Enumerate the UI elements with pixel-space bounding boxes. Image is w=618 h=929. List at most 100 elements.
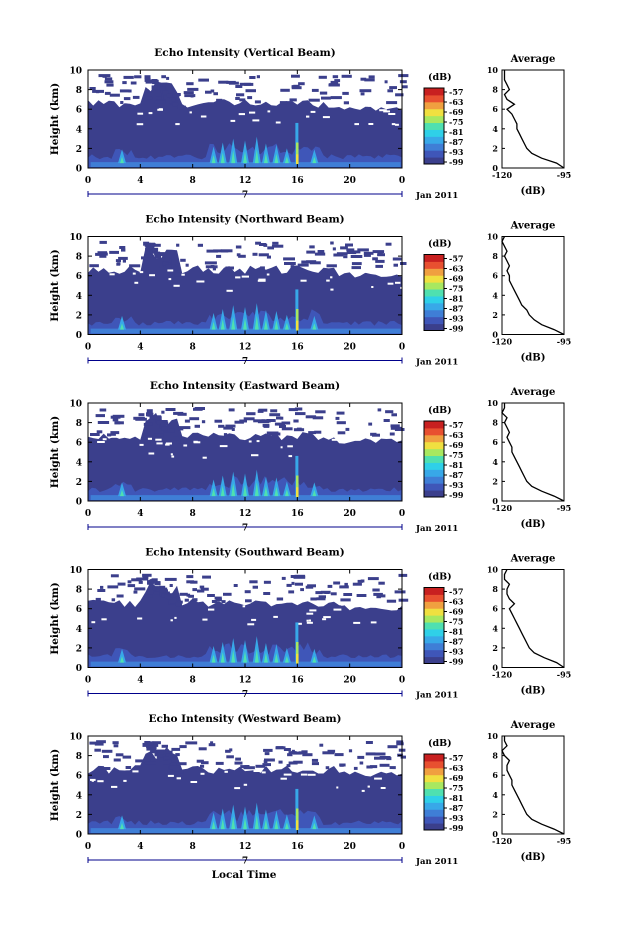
date-marker: 7 bbox=[242, 357, 248, 367]
y-tick-label: 0 bbox=[76, 831, 82, 841]
colorbar-tick-label: -87 bbox=[449, 637, 463, 647]
average-x-tick-label: -95 bbox=[557, 337, 571, 347]
colorbar-unit: (dB) bbox=[428, 572, 452, 583]
colorbar-tick-label: -87 bbox=[449, 803, 463, 813]
average-y-tick-label: 0 bbox=[492, 330, 498, 340]
x-tick-label: 4 bbox=[137, 343, 143, 353]
x-tick-label: 4 bbox=[137, 509, 143, 519]
average-y-tick-label: 0 bbox=[492, 829, 498, 839]
y-axis-label: Height (km) bbox=[49, 582, 61, 654]
average-title: Average bbox=[510, 54, 556, 65]
average-y-tick-label: 4 bbox=[492, 790, 498, 800]
y-tick-label: 4 bbox=[76, 625, 82, 635]
colorbar-tick-label: -69 bbox=[449, 440, 464, 450]
beam-panel-1: Echo Intensity (Northward Beam) Height (k… bbox=[49, 214, 571, 368]
average-y-tick-label: 10 bbox=[487, 65, 499, 75]
x-tick-label: 0 bbox=[399, 842, 405, 852]
average-y-tick-label: 0 bbox=[492, 163, 498, 173]
average-x-tick-label: -120 bbox=[492, 337, 512, 347]
y-tick-label: 4 bbox=[76, 458, 82, 468]
average-y-tick-label: 6 bbox=[492, 770, 498, 780]
average-x-tick-label: -120 bbox=[492, 670, 512, 680]
colorbar-tick-label: -81 bbox=[449, 627, 463, 637]
colorbar-tick-label: -99 bbox=[449, 157, 464, 167]
date-marker: 7 bbox=[242, 690, 248, 700]
x-tick-label: 16 bbox=[291, 509, 304, 519]
x-tick-label: 0 bbox=[85, 176, 91, 186]
beam-panel-3: Echo Intensity (Southward Beam) Height (k… bbox=[49, 547, 571, 701]
average-title: Average bbox=[510, 720, 556, 731]
y-tick-label: 10 bbox=[69, 566, 82, 576]
heatmap bbox=[88, 736, 406, 834]
date-marker: 7 bbox=[242, 857, 248, 867]
date-marker: 7 bbox=[242, 191, 248, 201]
y-axis-label: Height (km) bbox=[49, 416, 61, 488]
colorbar-tick-label: -75 bbox=[449, 450, 463, 460]
average-y-tick-label: 0 bbox=[492, 663, 498, 673]
x-tick-label: 0 bbox=[85, 343, 91, 353]
colorbar-tick-label: -81 bbox=[449, 793, 463, 803]
average-y-tick-label: 2 bbox=[492, 476, 498, 486]
y-tick-label: 6 bbox=[76, 772, 82, 782]
y-tick-label: 0 bbox=[76, 664, 82, 674]
colorbar-unit: (dB) bbox=[428, 72, 452, 83]
beam-panel-4: Echo Intensity (Westward Beam) Height (km… bbox=[49, 713, 571, 867]
average-x-label: (dB) bbox=[521, 519, 546, 530]
x-axis-label: Local Time bbox=[212, 869, 277, 881]
average-x-tick-label: -120 bbox=[492, 503, 512, 513]
x-tick-label: 12 bbox=[239, 176, 252, 186]
average-y-tick-label: 6 bbox=[492, 104, 498, 114]
x-tick-label: 16 bbox=[291, 343, 304, 353]
average-x-tick-label: -95 bbox=[557, 836, 571, 846]
date-label: Jan 2011 bbox=[415, 857, 458, 867]
date-marker: 7 bbox=[242, 524, 248, 534]
y-tick-label: 2 bbox=[76, 478, 82, 488]
average-y-tick-label: 2 bbox=[492, 643, 498, 653]
average-y-tick-label: 10 bbox=[487, 398, 499, 408]
y-tick-label: 10 bbox=[69, 67, 82, 77]
x-tick-label: 12 bbox=[239, 343, 252, 353]
y-tick-label: 0 bbox=[76, 331, 82, 341]
colorbar-tick-label: -63 bbox=[449, 597, 464, 607]
x-tick-label: 20 bbox=[343, 509, 356, 519]
colorbar-tick-label: -99 bbox=[449, 657, 464, 667]
x-tick-label: 0 bbox=[399, 176, 405, 186]
colorbar-tick-label: -75 bbox=[449, 284, 463, 294]
colorbar-tick-label: -99 bbox=[449, 490, 464, 500]
colorbar-tick-label: -63 bbox=[449, 97, 464, 107]
average-profile-line bbox=[503, 569, 565, 669]
average-x-label: (dB) bbox=[521, 686, 546, 697]
average-y-tick-label: 4 bbox=[492, 623, 498, 633]
x-tick-label: 20 bbox=[343, 176, 356, 186]
average-profile-line bbox=[501, 236, 565, 336]
colorbar-tick-label: -57 bbox=[449, 87, 463, 97]
y-tick-label: 2 bbox=[76, 145, 82, 155]
x-tick-label: 16 bbox=[291, 676, 304, 686]
panel-title: Echo Intensity (Eastward Beam) bbox=[150, 380, 340, 392]
heatmap bbox=[88, 70, 409, 168]
colorbar-tick-label: -75 bbox=[449, 117, 463, 127]
average-profile-line bbox=[501, 403, 565, 502]
colorbar-tick-label: -81 bbox=[449, 460, 463, 470]
y-tick-label: 10 bbox=[69, 733, 82, 743]
y-tick-label: 8 bbox=[76, 419, 82, 429]
y-tick-label: 0 bbox=[76, 165, 82, 175]
x-tick-label: 20 bbox=[343, 676, 356, 686]
average-y-tick-label: 2 bbox=[492, 143, 498, 153]
colorbar-tick-label: -87 bbox=[449, 470, 463, 480]
average-y-tick-label: 2 bbox=[492, 809, 498, 819]
heatmap bbox=[88, 403, 405, 501]
colorbar-tick-label: -99 bbox=[449, 823, 464, 833]
y-tick-label: 6 bbox=[76, 272, 82, 282]
average-y-tick-label: 8 bbox=[492, 418, 498, 428]
y-axis-label: Height (km) bbox=[49, 83, 61, 155]
y-tick-label: 6 bbox=[76, 439, 82, 449]
y-tick-label: 8 bbox=[76, 253, 82, 263]
y-tick-label: 4 bbox=[76, 125, 82, 135]
colorbar-tick-label: -87 bbox=[449, 137, 463, 147]
x-tick-label: 0 bbox=[399, 509, 405, 519]
y-tick-label: 8 bbox=[76, 752, 82, 762]
colorbar-tick-label: -69 bbox=[449, 107, 464, 117]
average-profile-line bbox=[503, 70, 565, 169]
x-tick-label: 8 bbox=[190, 676, 196, 686]
